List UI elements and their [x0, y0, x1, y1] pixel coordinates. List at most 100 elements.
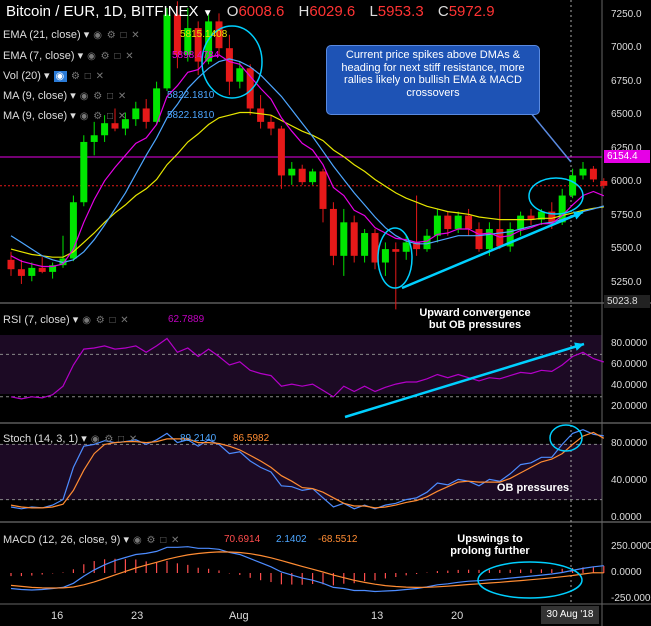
chevron-down-icon[interactable]: ▾ — [43, 70, 50, 82]
price-tick-label: 5750.0 — [611, 209, 642, 221]
high-value: 6029.6 — [309, 3, 356, 20]
rsi-tick-label: 40.0000 — [611, 380, 648, 392]
eye-icon[interactable]: ◉ — [53, 71, 68, 82]
candle-body — [111, 123, 119, 129]
trend-arrow — [401, 210, 584, 290]
legend-buttons[interactable]: ◉ ⚙ □ ✕ — [87, 51, 135, 62]
stoch-tick-label: 80.0000 — [611, 438, 648, 450]
chevron-down-icon[interactable]: ▾ — [83, 29, 90, 41]
legend-ma9a[interactable]: MA (9, close) ▾ ◉ ⚙ □ ✕ — [3, 89, 127, 102]
candle-body — [101, 123, 109, 136]
chevron-down-icon[interactable]: ▾ — [70, 90, 76, 102]
legend-buttons[interactable]: ◉ ⚙ □ ✕ — [132, 535, 181, 546]
stoch-band — [0, 444, 602, 500]
candle-body — [163, 14, 171, 89]
chevron-down-icon[interactable]: ▾ — [77, 50, 84, 62]
high-label: H — [298, 3, 310, 20]
price-tick-label: 6500.0 — [611, 109, 642, 121]
rsi-note-line2: but OB pressures — [428, 319, 522, 331]
candle-body — [246, 68, 254, 109]
chevron-down-icon[interactable]: ▾ — [72, 314, 79, 326]
rsi-tick-label: 20.0000 — [611, 401, 648, 413]
candle-body — [361, 233, 369, 256]
rsi-note-line1: Upward convergence — [419, 307, 531, 319]
candle-body — [309, 171, 317, 183]
candle-body — [121, 119, 129, 129]
stoch-tick-label: 40.0000 — [611, 475, 648, 487]
time-tick-label: 23 — [131, 610, 144, 622]
callout-pointer — [529, 111, 572, 163]
price-tick-label: 6750.0 — [611, 75, 642, 87]
legend-buttons[interactable]: ◉ ⚙ □ ✕ — [93, 30, 141, 41]
macd-tick-label: 0.0000 — [611, 567, 642, 578]
rsi-label: RSI (7, close) — [3, 314, 70, 326]
vol-label: Vol (20) — [3, 70, 41, 82]
rsi-annotation: Upward convergence but OB pressures — [400, 307, 550, 331]
time-tick-label: 20 — [451, 610, 464, 622]
candle-body — [7, 259, 15, 270]
candle-body — [496, 229, 504, 247]
legend-macd[interactable]: MACD (12, 26, close, 9) ▾ ◉ ⚙ □ ✕ — [3, 533, 180, 546]
candle-body — [205, 21, 213, 62]
chevron-down-icon[interactable]: ▼ — [202, 8, 213, 19]
candle-body — [49, 265, 57, 272]
macd-signal-line — [10, 551, 604, 589]
stoch-k-value: 89.2140 — [180, 433, 217, 444]
candle-body — [194, 28, 202, 62]
candle-body — [69, 202, 77, 259]
legend-buttons[interactable]: ◉ ⚙ □ ✕ — [79, 111, 128, 122]
legend-vol[interactable]: Vol (20) ▾ ◉ ⚙ □ ✕ — [3, 69, 105, 82]
candle-body — [153, 88, 161, 122]
stoch-annotation: OB pressures — [496, 482, 570, 494]
ema21-value: 5815.1408 — [180, 29, 228, 40]
stoch-d-value: 86.5982 — [233, 433, 270, 444]
candle-body — [267, 121, 275, 129]
ma9a-value: 5822.1810 — [167, 90, 215, 101]
macd-note-line1: Upswings to — [457, 533, 523, 545]
candle-body — [38, 267, 46, 272]
candle-body — [548, 211, 556, 223]
macd-tick-label: 250.0000 — [611, 541, 651, 553]
ema21-label: EMA (21, close) — [3, 29, 81, 41]
candle-body — [132, 108, 140, 120]
legend-ema7[interactable]: EMA (7, close) ▾ ◉ ⚙ □ ✕ — [3, 49, 135, 62]
chart-header: Bitcoin / EUR, 1D, BITFINEX ▼ O6008.6 H6… — [6, 3, 495, 20]
ma9b-label: MA (9, close) — [3, 110, 68, 122]
ma9b-value: 5822.1810 — [167, 110, 215, 121]
ema7-label: EMA (7, close) — [3, 50, 75, 62]
stoch-tick-label: 0.0000 — [611, 512, 642, 523]
low-label: L — [369, 3, 378, 20]
last-price-tag: 6154.4 — [604, 150, 650, 163]
open-label: O — [226, 3, 239, 20]
legend-ema21[interactable]: EMA (21, close) ▾ ◉ ⚙ □ ✕ — [3, 28, 141, 41]
legend-buttons[interactable]: ◉ ⚙ □ ✕ — [90, 434, 139, 445]
legend-buttons[interactable]: ◉ ⚙ □ ✕ — [53, 71, 105, 82]
chevron-down-icon[interactable]: ▾ — [81, 433, 87, 445]
candle-body — [506, 229, 514, 247]
legend-rsi[interactable]: RSI (7, close) ▾ ◉ ⚙ □ ✕ — [3, 313, 130, 326]
legend-buttons[interactable]: ◉ ⚙ □ ✕ — [79, 91, 128, 102]
candle-body — [350, 222, 358, 256]
low-price-tag: 5023.8 — [604, 295, 650, 308]
candle-body — [392, 249, 400, 252]
chevron-down-icon[interactable]: ▾ — [70, 110, 76, 122]
symbol-title[interactable]: Bitcoin / EUR, 1D, BITFINEX — [6, 3, 199, 20]
candle-body — [402, 242, 410, 252]
macd-annotation: Upswings to prolong further — [430, 533, 550, 557]
legend-ma9b[interactable]: MA (9, close) ▾ ◉ ⚙ □ ✕ — [3, 109, 127, 122]
candle-body — [173, 14, 181, 55]
legend-buttons[interactable]: ◉ ⚙ □ ✕ — [82, 315, 130, 326]
candle-body — [475, 229, 483, 250]
stoch-label: Stoch (14, 3, 1) — [3, 433, 79, 445]
legend-stoch[interactable]: Stoch (14, 3, 1) ▾ ◉ ⚙ □ ✕ — [3, 432, 138, 445]
chevron-down-icon[interactable]: ▾ — [123, 534, 129, 546]
ma9a-label: MA (9, close) — [3, 90, 68, 102]
candle-body — [257, 108, 265, 122]
candle-body — [381, 249, 389, 263]
candle-body — [465, 215, 473, 230]
time-tick-label: 16 — [51, 610, 64, 622]
stoch-d-line — [10, 431, 605, 509]
close-value: 5972.9 — [448, 3, 495, 20]
